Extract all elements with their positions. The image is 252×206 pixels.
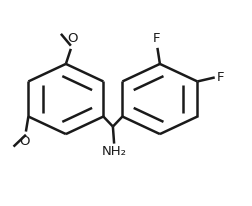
Text: F: F — [216, 71, 223, 84]
Text: NH₂: NH₂ — [101, 145, 126, 158]
Text: F: F — [152, 33, 159, 46]
Text: O: O — [19, 135, 30, 148]
Text: O: O — [67, 32, 77, 45]
